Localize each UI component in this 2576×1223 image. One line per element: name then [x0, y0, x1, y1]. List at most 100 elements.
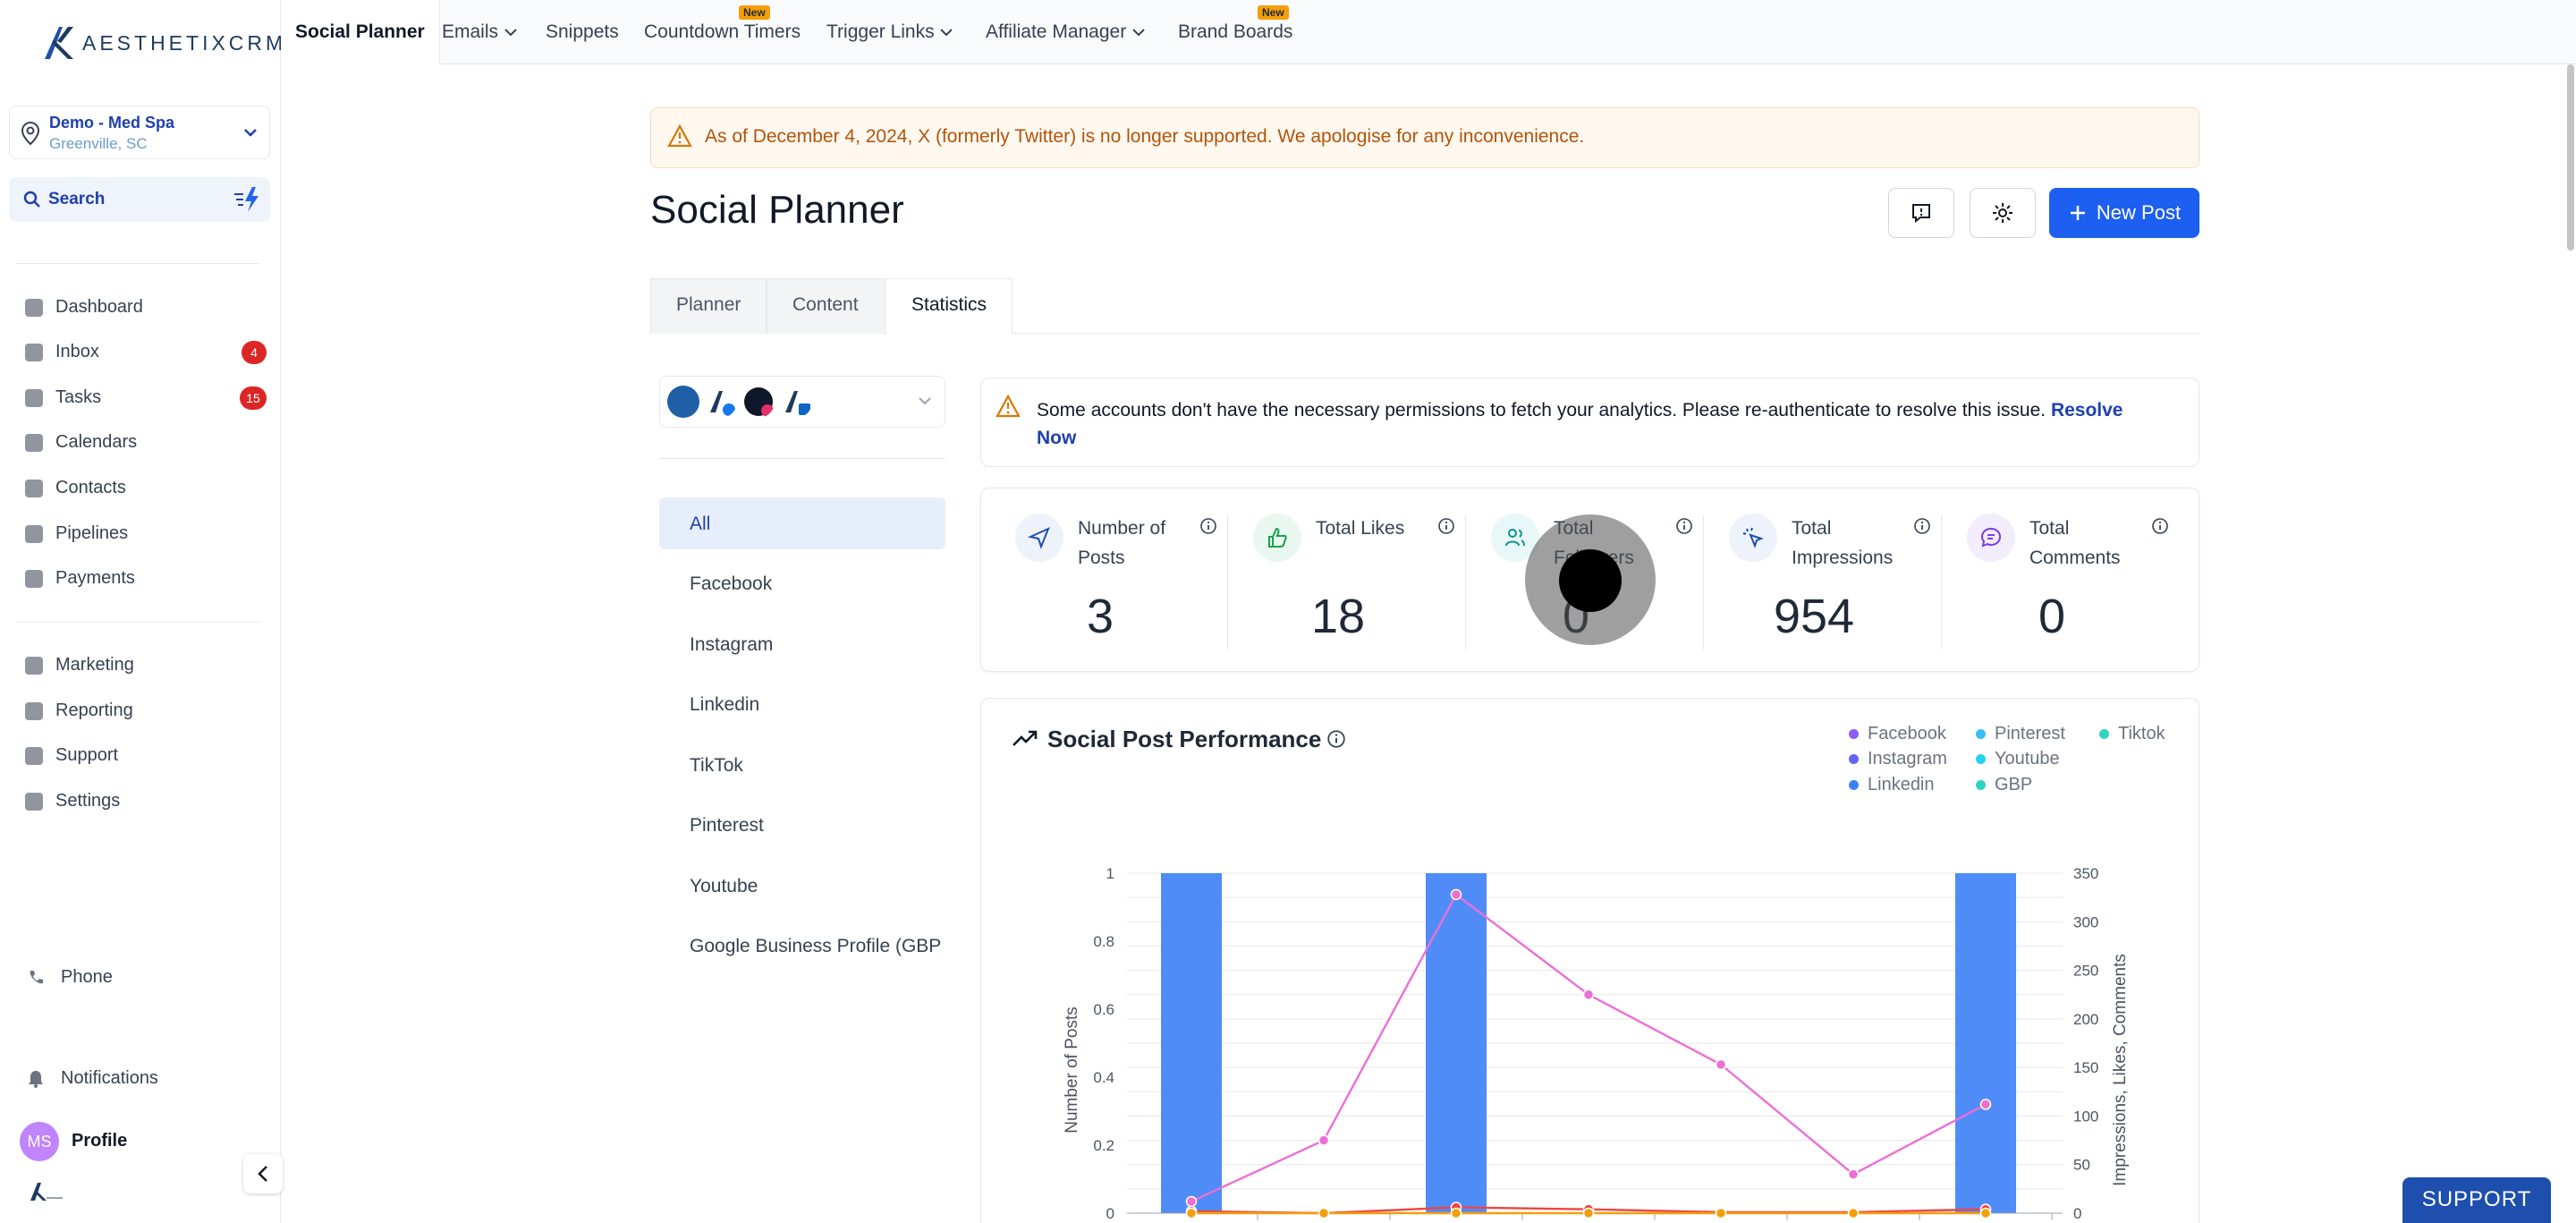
- sidebar-item-label: Reporting: [55, 701, 133, 720]
- stat-total-comments: Total Comments 0: [1933, 514, 2171, 648]
- legend-item[interactable]: Pinterest: [1976, 724, 2065, 744]
- legend-item[interactable]: Tiktok: [2099, 724, 2165, 744]
- account-avatar: [744, 387, 774, 417]
- tab-emails[interactable]: Emails: [442, 0, 518, 64]
- sidebar-item-tasks[interactable]: Tasks: [25, 387, 101, 408]
- tab-snippets[interactable]: Snippets: [546, 21, 619, 42]
- sidebar-item-contacts[interactable]: Contacts: [25, 478, 126, 498]
- sidebar-item-support[interactable]: Support: [25, 745, 118, 766]
- contacts-icon: [25, 479, 43, 497]
- tab-content[interactable]: Content: [767, 278, 885, 334]
- platform-pinterest[interactable]: Pinterest: [690, 815, 764, 836]
- account-avatar: [667, 386, 699, 418]
- platform-tiktok[interactable]: TikTok: [690, 755, 743, 776]
- info-icon[interactable]: [2151, 517, 2169, 535]
- stat-total-likes: Total Likes 18: [1219, 514, 1457, 648]
- tab-statistics[interactable]: Statistics: [886, 278, 1013, 334]
- sidebar-item-pipelines[interactable]: Pipelines: [25, 523, 128, 544]
- platform-all[interactable]: All: [659, 497, 945, 549]
- legend-label: Tiktok: [2118, 724, 2165, 743]
- search-button[interactable]: Search: [9, 177, 270, 222]
- chevron-down-icon: [940, 29, 953, 37]
- stat-number-of-posts: Number of Posts 3: [981, 514, 1219, 648]
- legend-label: Linkedin: [1868, 775, 1935, 794]
- chevron-down-icon: [244, 129, 257, 137]
- stat-divider: [1941, 515, 1942, 650]
- platform-facebook[interactable]: Facebook: [690, 573, 773, 594]
- top-navigation: Social Planner Emails Snippets Countdown…: [281, 0, 2576, 64]
- settings-button[interactable]: [1970, 188, 2036, 238]
- notifications-button[interactable]: Notifications: [27, 1068, 158, 1089]
- payments-icon: [25, 569, 43, 588]
- phone-button[interactable]: Phone: [27, 967, 113, 988]
- right-axis-tick: 50: [2073, 1157, 2090, 1174]
- comment-icon: [1967, 514, 2015, 562]
- feedback-button[interactable]: [1888, 188, 1954, 238]
- tab-affiliate-manager[interactable]: Affiliate Manager: [986, 0, 1146, 64]
- tab-social-planner[interactable]: Social Planner: [281, 0, 440, 64]
- brand-logo[interactable]: AESTHETIXCRM: [41, 23, 286, 63]
- platform-instagram[interactable]: Instagram: [690, 634, 774, 655]
- tab-label: Emails: [442, 21, 499, 42]
- scrollbar[interactable]: [2567, 64, 2574, 251]
- collapse-sidebar-button[interactable]: [243, 1154, 283, 1193]
- legend-item[interactable]: Instagram: [1849, 749, 1947, 769]
- sidebar: AESTHETIXCRM Demo - Med Spa Greenville, …: [0, 0, 283, 1223]
- sidebar-item-label: Dashboard: [55, 297, 143, 317]
- calendar-icon: [25, 433, 43, 452]
- tasks-icon: [25, 388, 43, 407]
- platform-youtube[interactable]: Youtube: [690, 876, 758, 896]
- legend-dot: [2099, 729, 2109, 739]
- info-icon[interactable]: [1913, 517, 1931, 535]
- sidebar-item-payments[interactable]: Payments: [25, 568, 135, 589]
- sidebar-item-label: Inbox: [55, 342, 99, 361]
- support-button[interactable]: SUPPORT: [2402, 1177, 2551, 1223]
- platform-gbp[interactable]: Google Business Profile (GBP: [690, 936, 942, 956]
- brand-logo-icon: [45, 27, 73, 59]
- quick-actions-icon[interactable]: [231, 185, 261, 214]
- inbox-icon: [25, 343, 43, 361]
- resolve-now-link[interactable]: Resolve Now: [1037, 400, 2123, 448]
- avatar[interactable]: MS: [20, 1122, 59, 1161]
- account-selector[interactable]: [659, 376, 945, 428]
- sidebar-item-settings[interactable]: Settings: [25, 791, 120, 811]
- sidebar-item-marketing[interactable]: Marketing: [25, 655, 134, 675]
- info-icon[interactable]: [1326, 729, 1346, 749]
- left-axis-tick: 0.2: [1093, 1137, 1114, 1154]
- stat-label: Total Comments: [2029, 518, 2121, 568]
- tab-brand-boards[interactable]: Brand Boards: [1178, 21, 1293, 42]
- legend-item[interactable]: Facebook: [1849, 724, 1946, 744]
- left-axis-tick: 0.8: [1093, 933, 1114, 950]
- tab-planner[interactable]: Planner: [650, 278, 767, 334]
- sidebar-item-inbox[interactable]: Inbox: [25, 342, 99, 362]
- tab-countdown-timers[interactable]: Countdown Timers: [644, 21, 801, 42]
- secondary-logo-icon: [30, 1183, 63, 1201]
- support-icon: [25, 746, 43, 765]
- tab-trigger-links[interactable]: Trigger Links: [826, 0, 953, 64]
- new-post-button[interactable]: New Post: [2049, 188, 2199, 238]
- right-axis-tick: 300: [2073, 913, 2098, 930]
- permissions-warning: Some accounts don't have the necessary p…: [980, 378, 2199, 467]
- info-icon[interactable]: [1437, 517, 1455, 535]
- location-switcher[interactable]: Demo - Med Spa Greenville, SC: [9, 106, 270, 159]
- alert-text: As of December 4, 2024, X (formerly Twit…: [705, 126, 1585, 147]
- data-point: [1847, 1168, 1860, 1180]
- info-icon[interactable]: [1675, 517, 1693, 535]
- sidebar-item-dashboard[interactable]: Dashboard: [25, 297, 143, 318]
- platform-linkedin[interactable]: Linkedin: [690, 694, 760, 715]
- legend-label: GBP: [1995, 775, 2033, 794]
- sidebar-item-reporting[interactable]: Reporting: [25, 701, 133, 721]
- planner-tabs: Planner Content Statistics: [650, 278, 2199, 334]
- info-icon[interactable]: [1199, 517, 1217, 535]
- search-label: Search: [48, 190, 106, 208]
- cursor-dot: [1559, 549, 1622, 612]
- legend-item[interactable]: GBP: [1976, 775, 2032, 795]
- profile-label[interactable]: Profile: [72, 1131, 128, 1151]
- new-tag: New: [1258, 5, 1289, 20]
- sidebar-item-label: Calendars: [55, 432, 138, 452]
- bell-icon: [29, 1070, 43, 1088]
- legend-item[interactable]: Youtube: [1976, 749, 2060, 769]
- legend-item[interactable]: Linkedin: [1849, 775, 1935, 795]
- sidebar-item-calendars[interactable]: Calendars: [25, 432, 137, 453]
- legend-label: Facebook: [1868, 724, 1946, 743]
